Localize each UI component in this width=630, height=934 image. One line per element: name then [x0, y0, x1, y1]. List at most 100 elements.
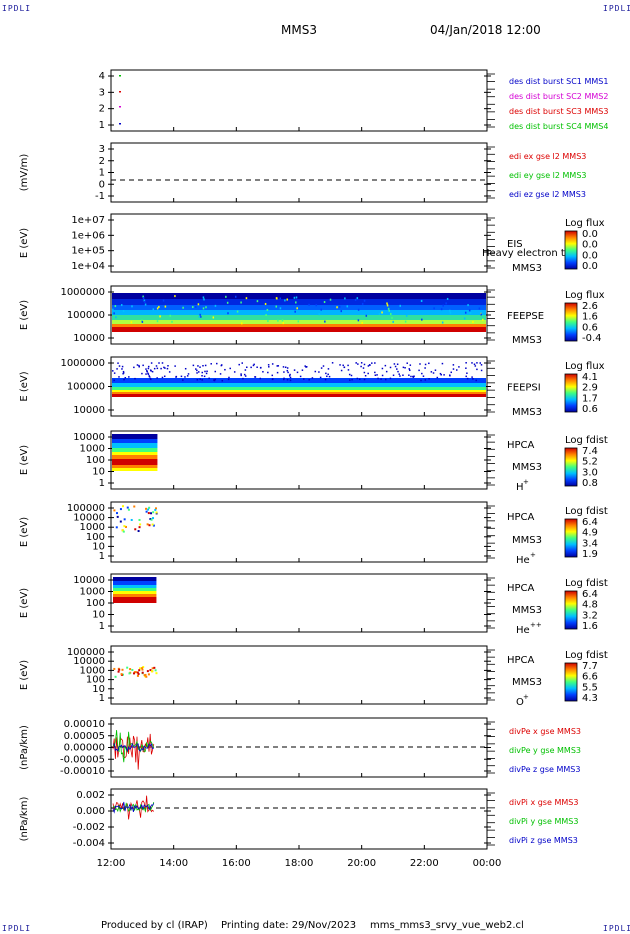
spectrogram-speckle — [301, 369, 304, 371]
y-tick-label: 0.00005 — [64, 731, 105, 742]
spectrogram-speckle — [199, 313, 201, 316]
spectrogram-speckle — [271, 378, 274, 381]
spectrogram-speckle — [214, 378, 216, 381]
spectrogram-band — [112, 452, 158, 455]
colorbar-tick-label: 0.0 — [582, 229, 598, 240]
species-charge: ++ — [530, 621, 542, 629]
spectrogram-band — [113, 585, 157, 588]
spectrogram-band — [112, 448, 158, 452]
spectrogram-speckle — [147, 365, 150, 368]
spectrogram-speckle — [241, 322, 243, 325]
spectrogram-speckle — [200, 315, 202, 318]
spectrogram-speckle — [182, 379, 184, 381]
spectrogram-speckle — [113, 509, 116, 512]
colorbar — [564, 230, 578, 270]
spectrogram-band — [112, 383, 486, 387]
spectrogram-speckle — [121, 365, 124, 368]
spectrogram-speckle — [134, 671, 137, 674]
spectrogram-speckle — [244, 375, 247, 377]
y-tick-label: 0.000 — [76, 806, 105, 817]
spectrogram-speckle — [265, 314, 267, 317]
y-tick-label: 2 — [99, 104, 105, 115]
panel-frame — [110, 69, 488, 132]
spectrogram-speckle — [121, 368, 123, 370]
spectrogram-speckle — [275, 297, 278, 300]
spectrogram-speckle — [377, 377, 379, 380]
spectrogram-speckle — [147, 372, 149, 375]
y-tick-label: -1 — [95, 191, 105, 202]
spectrogram-band — [113, 597, 157, 603]
spectrogram-speckle — [441, 321, 444, 324]
colorbar-tick-label: 5.2 — [582, 457, 598, 468]
spectrogram-speckle — [197, 365, 199, 367]
legend-entry: des dist burst SC2 MMS2 — [509, 92, 608, 101]
spectrogram-speckle — [478, 307, 481, 310]
spectrogram-speckle — [339, 364, 341, 366]
spectrogram-speckle — [202, 364, 204, 367]
panel-divpi: 0.002 0.000 -0.002 -0.004 (nPa/km) divPi x gs… — [19, 788, 578, 850]
spectrogram-speckle — [381, 367, 384, 370]
instrument-label: HPCA — [507, 583, 535, 594]
spectrogram-speckle — [297, 320, 300, 323]
spectrogram-speckle — [122, 530, 125, 533]
spectrogram-speckle — [308, 378, 310, 381]
spectrogram-speckle — [164, 305, 167, 308]
spectrogram-speckle — [199, 366, 201, 368]
spectrogram-speckle — [413, 375, 415, 378]
species-charge: + — [530, 551, 536, 559]
spectrogram-speckle — [152, 524, 155, 527]
spectrogram-speckle — [396, 368, 398, 370]
spectrogram-speckle — [318, 371, 320, 373]
spectrogram-speckle — [256, 366, 258, 368]
spectrogram-speckle — [227, 378, 230, 381]
y-tick-label: 1 — [99, 168, 105, 179]
spectrogram-speckle — [420, 299, 423, 302]
spectrogram-speckle — [295, 296, 298, 299]
spectrogram-speckle — [131, 305, 133, 308]
spectrogram-speckle — [229, 367, 231, 370]
spectrogram-speckle — [144, 300, 146, 303]
y-tick-label: 10000 — [73, 513, 105, 524]
y-tick-label: 1 — [99, 693, 105, 704]
species-label: He — [516, 625, 530, 636]
spectrogram-speckle — [408, 368, 410, 370]
spectrogram-speckle — [393, 363, 396, 365]
burst-marker — [119, 75, 121, 77]
y-tick-label: 1e+07 — [71, 215, 105, 226]
y-tick-label: 10 — [92, 541, 105, 552]
spectrogram-speckle — [360, 365, 362, 368]
spectrogram-speckle — [441, 362, 444, 365]
spectrogram-speckle — [271, 374, 274, 377]
spectrogram-speckle — [161, 362, 164, 364]
y-tick-label: 1 — [99, 551, 105, 562]
y-axis-label: E (eV) — [19, 445, 30, 475]
legend-entry: divPe x gse MMS3 — [509, 727, 581, 736]
spectrogram-speckle — [432, 372, 435, 374]
spectrogram-speckle — [384, 378, 387, 381]
spectrogram-band — [112, 299, 486, 305]
spectrogram-speckle — [409, 369, 411, 372]
spectrogram-speckle — [134, 377, 136, 380]
spectrogram-speckle — [221, 379, 224, 382]
spectrogram-speckle — [138, 526, 141, 529]
spectrogram-speckle — [308, 303, 310, 306]
spectrogram-speckle — [141, 320, 144, 323]
spectrogram-speckle — [163, 366, 165, 369]
spectrogram-speckle — [439, 372, 442, 375]
spectrogram-speckle — [390, 312, 392, 315]
spectrogram-speckle — [412, 375, 414, 378]
species-charge: + — [523, 693, 529, 701]
spectrogram-speckle — [156, 320, 159, 323]
spectrogram-speckle — [115, 512, 118, 515]
legend-entry: divPi z gse MMS3 — [509, 836, 578, 845]
spectrogram-speckle — [196, 372, 198, 374]
y-tick-label: 100 — [86, 455, 105, 466]
colorbar-title: Log fdist — [565, 435, 608, 446]
legend-entry: divPi x gse MMS3 — [509, 798, 578, 807]
y-tick-label: 100000 — [67, 310, 105, 321]
spectrogram-speckle — [117, 670, 120, 673]
spectrogram-band — [112, 392, 486, 394]
spectrogram-band — [112, 459, 158, 465]
y-tick-label: 0.00000 — [64, 743, 105, 754]
spectrogram-speckle — [327, 368, 330, 370]
